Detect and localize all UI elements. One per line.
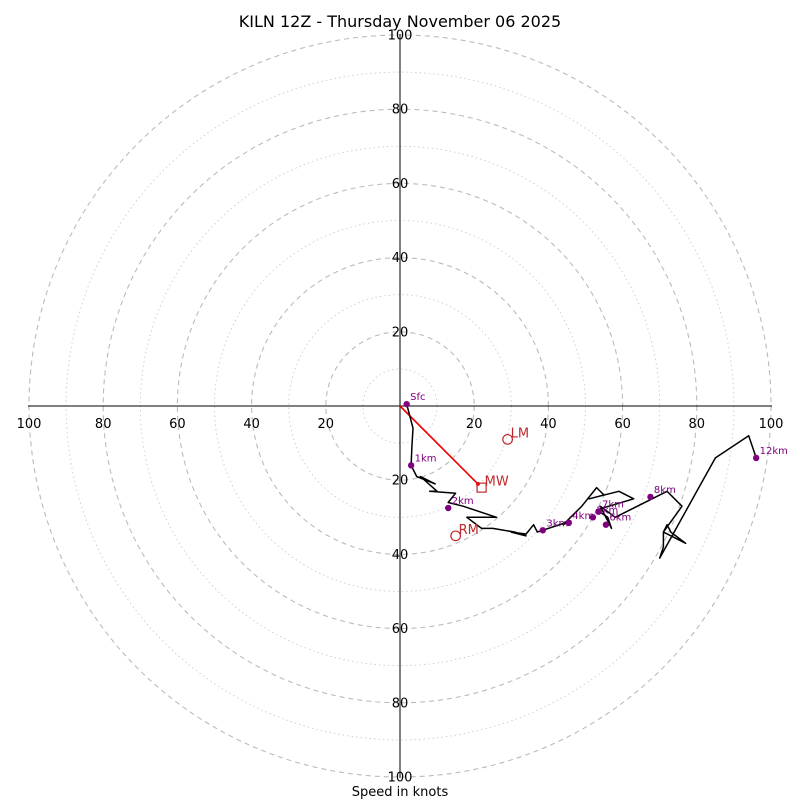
y-tick-label: 60 [392,177,409,192]
lm-marker [502,433,513,445]
shear-vector-tip [475,481,480,486]
height-marker-sfc [403,400,410,408]
storm-motion-markers: LM RM MW [450,426,529,542]
height-label-3km: 3km [546,518,568,529]
x-axis-label: Speed in knots [352,785,449,800]
height-marker-5km [589,514,597,521]
y-tick-label: 40 [392,548,409,563]
x-tick-label: 60 [614,417,631,432]
x-tick-label: 40 [243,417,260,432]
height-label-12km: 12km [760,446,788,457]
x-tick-label: 80 [689,417,706,432]
height-label-7km: 7km [602,500,624,511]
height-marker-2km [445,504,452,512]
y-tick-label: 20 [392,325,409,340]
y-tick-label: 20 [392,474,409,489]
height-marker-8km [647,493,654,501]
height-marker-7km [595,508,602,515]
rm-label: RM [459,523,479,538]
y-tick-label: 100 [388,771,413,786]
x-tick-label: 100 [759,417,784,432]
rm-marker [450,530,462,542]
lm-label: LM [511,426,529,441]
height-label-8km: 8km [654,485,676,496]
height-marker-1km [407,462,415,469]
x-tick-label: 60 [169,417,186,432]
height-label-sfc: Sfc [410,392,425,403]
x-tick-label: 20 [466,417,483,432]
chart-title: KILN 12Z - Thursday November 06 2025 [239,12,561,31]
shear-vector-line [399,405,479,485]
hodograph-line [405,403,757,559]
height-label-5km: 5km [596,505,618,516]
height-marker-6km [602,521,610,528]
y-tick-label: 100 [388,29,413,44]
x-tick-label: 40 [540,417,557,432]
height-marker-4km [565,519,573,527]
y-tick-label: 60 [392,622,409,637]
height-marker-3km [539,527,547,534]
height-label-6km: 6km [609,513,631,524]
y-tick-label: 40 [392,251,409,266]
y-tick-label: 80 [392,696,409,711]
hodograph-trace [405,403,757,559]
x-tick-label: 100 [17,417,42,432]
height-marker-12km [752,454,760,462]
height-label-2km: 2km [452,496,474,507]
height-label-4km: 4km [572,511,594,522]
tick-labels: 20 20 40 40 60 60 80 80 100 100 100 80 60 40 20 20 40 60 8… [17,29,784,786]
height-label-1km: 1km [415,453,437,464]
x-tick-label: 20 [318,417,335,432]
mw-label: MW [485,475,509,490]
x-tick-label: 80 [95,417,112,432]
y-tick-label: 80 [392,103,409,118]
mw-marker [476,482,487,493]
